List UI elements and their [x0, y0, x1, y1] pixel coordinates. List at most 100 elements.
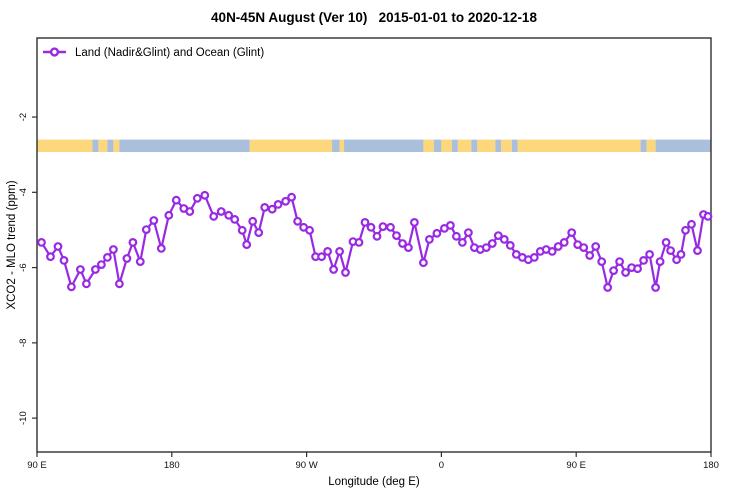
- data-point-marker: [591, 242, 601, 251]
- data-point-marker: [609, 266, 618, 276]
- data-point-marker: [281, 196, 291, 206]
- data-point-marker: [493, 231, 503, 241]
- band-segment-ocean: [433, 139, 442, 153]
- data-series: [37, 190, 713, 292]
- band-segment-ocean: [92, 139, 99, 153]
- data-point-marker: [267, 204, 277, 214]
- plot-box: [36, 37, 712, 453]
- data-point-marker: [273, 199, 283, 209]
- data-point-marker: [681, 225, 690, 235]
- data-point-marker: [603, 283, 613, 292]
- data-point-marker: [672, 255, 681, 265]
- y-tick-label: -8: [18, 339, 29, 347]
- band-segment-land: [113, 139, 120, 153]
- data-point-marker: [585, 251, 595, 260]
- data-point-marker: [216, 207, 226, 216]
- x-axis-label: Longitude (deg E): [328, 476, 420, 488]
- band-segment-land: [517, 139, 641, 153]
- y-tick-label: -2: [18, 113, 29, 121]
- x-tick-label: 0: [439, 460, 444, 471]
- data-point-marker: [499, 234, 509, 244]
- data-point-marker: [81, 279, 91, 289]
- chart-title: 40N-45N August (Ver 10) 2015-01-01 to 20…: [211, 10, 537, 25]
- data-point-marker: [354, 237, 364, 247]
- data-point-marker: [687, 219, 696, 229]
- data-series-line: [40, 194, 710, 289]
- data-point-marker: [392, 231, 401, 241]
- data-point-marker: [693, 246, 702, 256]
- x-tick-label: 180: [164, 460, 180, 471]
- y-axis-label: XCO2 - MLO trend (ppm): [6, 180, 18, 309]
- land-ocean-band: [37, 139, 711, 153]
- data-point-marker: [323, 246, 333, 256]
- data-point-marker: [108, 245, 118, 254]
- data-point-marker: [237, 225, 247, 235]
- data-point-marker: [37, 237, 46, 247]
- data-point-marker: [293, 216, 303, 226]
- data-point-marker: [419, 258, 428, 268]
- data-point-marker: [248, 216, 258, 226]
- data-point-marker: [547, 246, 557, 256]
- data-point-marker: [378, 222, 388, 232]
- data-point-marker: [481, 243, 491, 253]
- data-point-marker: [615, 257, 624, 267]
- data-point-marker: [192, 193, 202, 203]
- data-point-marker: [398, 239, 407, 248]
- data-point-marker: [329, 265, 339, 274]
- data-point-marker: [446, 220, 455, 230]
- band-segment-land: [339, 139, 345, 153]
- band-segment-ocean: [471, 139, 478, 153]
- data-point-marker: [185, 207, 195, 216]
- data-point-marker: [452, 231, 461, 241]
- data-point-marker: [171, 195, 181, 205]
- data-point-marker: [487, 239, 497, 248]
- band-segment-land: [249, 139, 333, 153]
- x-tick-label: 180: [703, 460, 719, 471]
- band-segment-land: [457, 139, 472, 153]
- data-point-marker: [335, 246, 345, 256]
- data-point-marker: [633, 264, 642, 274]
- band-segment-land: [423, 139, 434, 153]
- data-point-marker: [230, 214, 240, 224]
- data-point-marker: [135, 257, 145, 267]
- data-point-marker: [209, 211, 219, 221]
- band-segment-ocean: [640, 139, 647, 153]
- data-point-marker: [651, 283, 660, 292]
- data-point-marker: [149, 216, 159, 225]
- data-point-marker: [458, 237, 467, 247]
- data-point-marker: [432, 228, 442, 238]
- band-segment-ocean: [344, 139, 424, 153]
- data-point-marker: [639, 256, 648, 265]
- y-tick-label: -4: [18, 188, 29, 196]
- data-point-marker: [645, 249, 654, 259]
- data-point-marker: [53, 242, 63, 251]
- data-point-marker: [404, 243, 413, 253]
- data-point-marker: [655, 257, 665, 267]
- data-point-marker: [567, 228, 577, 238]
- band-segment-land: [477, 139, 496, 153]
- data-point-marker: [372, 231, 382, 241]
- data-point-marker: [305, 225, 315, 235]
- data-point-marker: [360, 217, 370, 227]
- x-tick-label: 90 E: [27, 460, 47, 471]
- data-point-marker: [464, 228, 473, 238]
- data-point-marker: [341, 268, 350, 277]
- data-point-marker: [410, 217, 419, 227]
- y-tick-label: -10: [18, 411, 29, 425]
- band-segment-ocean: [119, 139, 250, 153]
- data-point-marker: [366, 222, 376, 232]
- band-segment-land: [98, 139, 108, 153]
- band-segment-land: [441, 139, 452, 153]
- data-point-marker: [59, 256, 69, 265]
- data-point-marker: [666, 246, 675, 256]
- data-point-marker: [164, 210, 174, 220]
- data-point-marker: [46, 252, 55, 262]
- data-point-marker: [200, 190, 210, 200]
- data-point-marker: [242, 240, 252, 250]
- band-segment-ocean: [332, 139, 340, 153]
- data-point-marker: [553, 242, 563, 251]
- data-point-marker: [559, 237, 569, 247]
- data-point-marker: [102, 252, 112, 262]
- band-segment-land: [37, 139, 93, 153]
